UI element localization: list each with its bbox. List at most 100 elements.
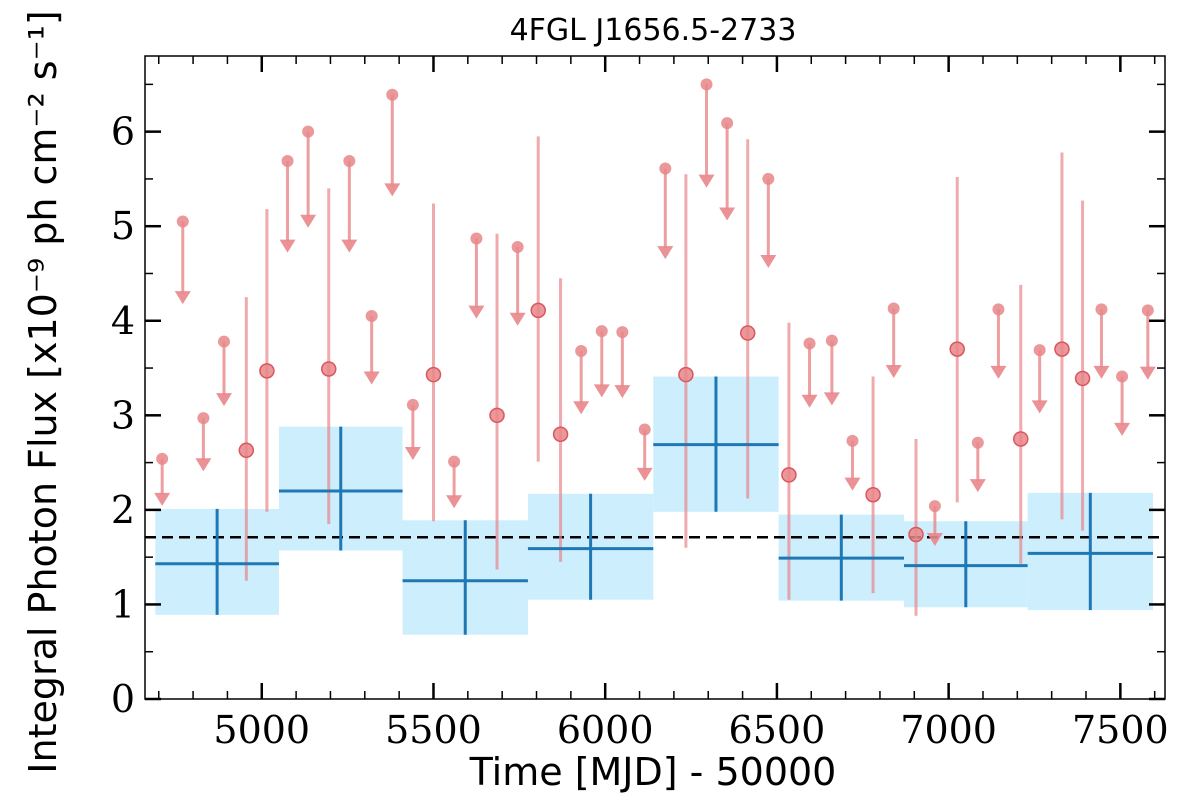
short-bin-point — [259, 363, 275, 379]
upper-limit-point — [406, 398, 419, 411]
upper-limit-arrow — [154, 492, 171, 506]
upper-limit-point — [386, 88, 399, 101]
upper-limit-arrow — [969, 479, 986, 493]
short-bin-point — [865, 487, 881, 503]
short-bin-point — [781, 467, 797, 483]
upper-limit-point — [721, 117, 734, 130]
upper-limit-arrow — [341, 239, 358, 253]
upper-limit-arrow — [926, 533, 943, 547]
upper-limit-arrow — [614, 385, 631, 399]
upper-limit-point — [281, 154, 294, 167]
upper-limit-arrow — [990, 365, 1007, 379]
upper-limit-arrow — [363, 371, 380, 385]
upper-limit-arrow — [509, 312, 526, 326]
upper-limit-arrow — [384, 183, 401, 197]
upper-limit-point — [1116, 370, 1129, 383]
upper-limit-point — [887, 302, 900, 315]
upper-limit-arrow — [760, 254, 777, 268]
y-tick-label: 6 — [111, 110, 135, 154]
upper-limit-point — [156, 452, 169, 465]
upper-limit-point — [846, 434, 859, 447]
short-bin-points — [154, 78, 1156, 616]
chart-title: 4FGL J1656.5-2733 — [510, 13, 797, 48]
upper-limit-point — [511, 241, 524, 254]
short-bin-point — [678, 366, 694, 383]
upper-limit-point — [302, 125, 315, 138]
x-tick-label: 6500 — [729, 708, 826, 752]
y-tick-label: 1 — [111, 582, 135, 626]
long-bin-crosses — [155, 376, 1153, 635]
upper-limit-point — [992, 303, 1005, 316]
upper-limit-arrow — [215, 393, 232, 407]
x-tick-label: 6000 — [557, 708, 654, 752]
x-axis-title: Time [MJD] - 50000 — [469, 750, 837, 794]
upper-limit-arrow — [801, 394, 818, 408]
y-tick-label: 3 — [111, 393, 135, 437]
x-tick-label: 7000 — [900, 708, 997, 752]
upper-limit-arrow — [300, 214, 317, 228]
upper-limit-arrow — [279, 239, 296, 253]
upper-limit-arrow — [844, 477, 861, 491]
upper-limit-point — [971, 436, 984, 449]
upper-limit-point — [575, 345, 588, 358]
y-tick-label: 4 — [111, 299, 135, 343]
upper-limit-point — [659, 162, 672, 175]
upper-limit-arrow — [573, 401, 590, 415]
upper-limit-point — [616, 326, 629, 339]
y-tick-label: 2 — [111, 488, 135, 532]
upper-limit-arrow — [174, 291, 191, 305]
upper-limit-point — [448, 455, 461, 468]
x-tick-label: 5500 — [385, 708, 482, 752]
short-bin-point — [320, 361, 337, 377]
upper-limit-arrow — [1093, 365, 1110, 379]
short-bin-point — [552, 426, 569, 442]
upper-limit-point — [343, 154, 356, 167]
upper-limit-point — [1141, 304, 1154, 317]
long-bin-bands — [155, 376, 1153, 635]
y-tick-label: 0 — [111, 677, 135, 721]
short-bin-point — [238, 442, 255, 459]
short-bin-point — [425, 366, 442, 383]
upper-limit-arrow — [698, 174, 715, 188]
upper-limit-point — [197, 412, 210, 425]
short-bin-point — [949, 341, 965, 357]
x-tick-label: 7500 — [1072, 708, 1169, 752]
y-tick-label: 5 — [111, 204, 135, 248]
upper-limit-point — [700, 78, 713, 91]
upper-limit-arrow — [657, 246, 674, 260]
upper-limit-arrow — [593, 384, 610, 398]
short-bin-point — [489, 407, 505, 424]
upper-limit-arrow — [636, 467, 653, 481]
upper-limit-point — [928, 500, 941, 513]
upper-limit-point — [217, 335, 230, 348]
upper-limit-arrow — [1031, 400, 1048, 414]
upper-limit-arrow — [195, 458, 212, 472]
upper-limit-point — [595, 325, 608, 338]
upper-limit-point — [176, 215, 189, 228]
upper-limit-arrow — [468, 305, 485, 319]
y-tick-labels: 0 1 2 3 4 5 6 — [111, 110, 135, 721]
x-tick-label: 5000 — [213, 708, 310, 752]
short-bin-point — [530, 302, 546, 319]
upper-limit-point — [470, 232, 483, 245]
upper-limit-arrow — [719, 207, 736, 221]
short-bin-point — [1013, 431, 1029, 447]
upper-limit-point — [825, 334, 838, 347]
x-tick-labels: 5000 5500 6000 6500 7000 7500 — [213, 708, 1168, 752]
axis-ticks — [145, 56, 1165, 701]
upper-limit-arrow — [1139, 366, 1156, 380]
y-axis-title: Integral Photon Flux [x10⁻⁹ ph cm⁻² s⁻¹] — [21, 10, 65, 773]
short-bin-point — [908, 526, 924, 543]
upper-limit-arrow — [446, 495, 463, 509]
upper-limit-arrow — [823, 392, 840, 406]
short-bin-point — [739, 325, 756, 341]
short-bin-point — [1054, 341, 1070, 357]
upper-limit-point — [1033, 344, 1046, 357]
upper-limit-point — [803, 337, 816, 350]
upper-limit-point — [638, 423, 651, 436]
plot-area: 5000 5500 6000 6500 7000 7500 0 1 2 3 4 5 6 — [111, 55, 1169, 752]
upper-limit-arrow — [404, 447, 421, 461]
upper-limit-point — [365, 310, 378, 323]
plot-frame — [144, 55, 1166, 700]
